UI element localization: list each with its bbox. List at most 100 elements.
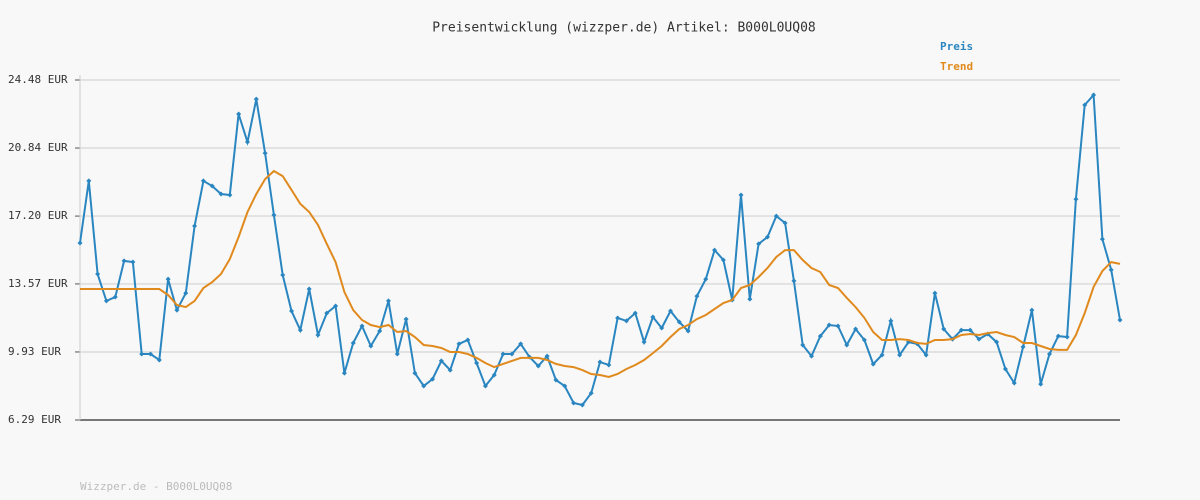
point-marker — [544, 353, 550, 359]
point-marker — [403, 316, 409, 322]
point-marker — [1091, 92, 1097, 98]
point-marker — [139, 351, 145, 357]
point-marker — [1108, 267, 1114, 273]
point-marker — [500, 351, 506, 357]
point-marker — [958, 327, 964, 333]
point-marker — [394, 351, 400, 357]
point-marker — [509, 351, 515, 357]
point-marker — [764, 234, 770, 240]
series-line — [80, 169, 1121, 379]
point-marker — [227, 192, 233, 198]
point-marker — [897, 352, 903, 358]
point-marker — [368, 343, 374, 349]
point-marker — [192, 223, 198, 229]
point-marker — [1002, 366, 1008, 372]
point-marker — [341, 370, 347, 376]
point-marker — [306, 286, 312, 292]
point-marker — [535, 363, 541, 369]
point-marker — [130, 259, 136, 265]
point-marker — [1073, 196, 1079, 202]
point-marker — [121, 258, 127, 264]
y-tick-label: 6.29 EUR — [8, 413, 61, 426]
point-marker — [562, 383, 568, 389]
point-marker — [623, 318, 629, 324]
point-marker — [720, 257, 726, 263]
chart-title: Preisentwicklung (wizzper.de) Artikel: B… — [432, 21, 816, 36]
point-marker — [112, 294, 118, 300]
point-marker — [676, 319, 682, 325]
point-marker — [597, 359, 603, 365]
point-marker — [350, 340, 356, 346]
point-marker — [253, 96, 259, 102]
y-tick-label: 24.48 EUR — [8, 73, 68, 86]
point-marker — [738, 192, 744, 198]
point-marker — [218, 191, 224, 197]
point-marker — [712, 247, 718, 253]
point-marker — [297, 327, 303, 333]
point-marker — [1055, 333, 1061, 339]
point-marker — [385, 298, 391, 304]
point-marker — [412, 370, 418, 376]
point-marker — [817, 333, 823, 339]
point-marker — [1117, 317, 1123, 323]
point-marker — [86, 178, 92, 184]
point-marker — [1011, 380, 1017, 386]
point-marker — [474, 360, 480, 366]
point-marker — [491, 372, 497, 378]
point-marker — [571, 400, 577, 406]
point-marker — [77, 240, 83, 246]
point-marker — [835, 323, 841, 329]
point-marker — [994, 339, 1000, 345]
point-marker — [200, 178, 206, 184]
point-marker — [756, 241, 762, 247]
point-marker — [932, 290, 938, 296]
point-marker — [844, 342, 850, 348]
point-marker — [156, 357, 162, 363]
series-line — [79, 92, 1121, 407]
point-marker — [456, 341, 462, 347]
point-marker — [315, 332, 321, 338]
point-marker — [174, 307, 180, 313]
point-marker — [976, 336, 982, 342]
point-marker — [421, 383, 427, 389]
point-marker — [800, 342, 806, 348]
y-tick-label: 9.93 EUR — [8, 345, 61, 358]
point-marker — [668, 308, 674, 314]
point-marker — [782, 220, 788, 226]
point-marker — [967, 327, 973, 333]
point-marker — [244, 139, 250, 145]
point-marker — [941, 326, 947, 332]
point-marker — [438, 358, 444, 364]
point-marker — [1099, 236, 1105, 242]
point-marker — [280, 272, 286, 278]
point-marker — [703, 276, 709, 282]
point-marker — [809, 353, 815, 359]
point-marker — [209, 183, 215, 189]
point-marker — [826, 322, 832, 328]
point-marker — [482, 383, 488, 389]
point-marker — [773, 213, 779, 219]
point-marker — [1020, 344, 1026, 350]
point-marker — [430, 376, 436, 382]
point-marker — [853, 326, 859, 332]
point-marker — [870, 361, 876, 367]
point-marker — [324, 310, 330, 316]
point-marker — [333, 303, 339, 309]
point-marker — [148, 351, 154, 357]
point-marker — [377, 328, 383, 334]
point-marker — [923, 352, 929, 358]
footer: Wizzper.de - B000L0UQ08 — [80, 480, 232, 493]
point-marker — [888, 318, 894, 324]
point-marker — [465, 337, 471, 343]
point-marker — [579, 402, 585, 408]
point-marker — [236, 111, 242, 117]
y-tick-label: 13.57 EUR — [8, 277, 68, 290]
y-tick-label: 17.20 EUR — [8, 209, 68, 222]
point-marker — [359, 323, 365, 329]
point-marker — [447, 367, 453, 373]
point-marker — [641, 339, 647, 345]
point-marker — [183, 290, 189, 296]
point-marker — [1029, 307, 1035, 313]
point-marker — [103, 298, 109, 304]
point-marker — [879, 352, 885, 358]
